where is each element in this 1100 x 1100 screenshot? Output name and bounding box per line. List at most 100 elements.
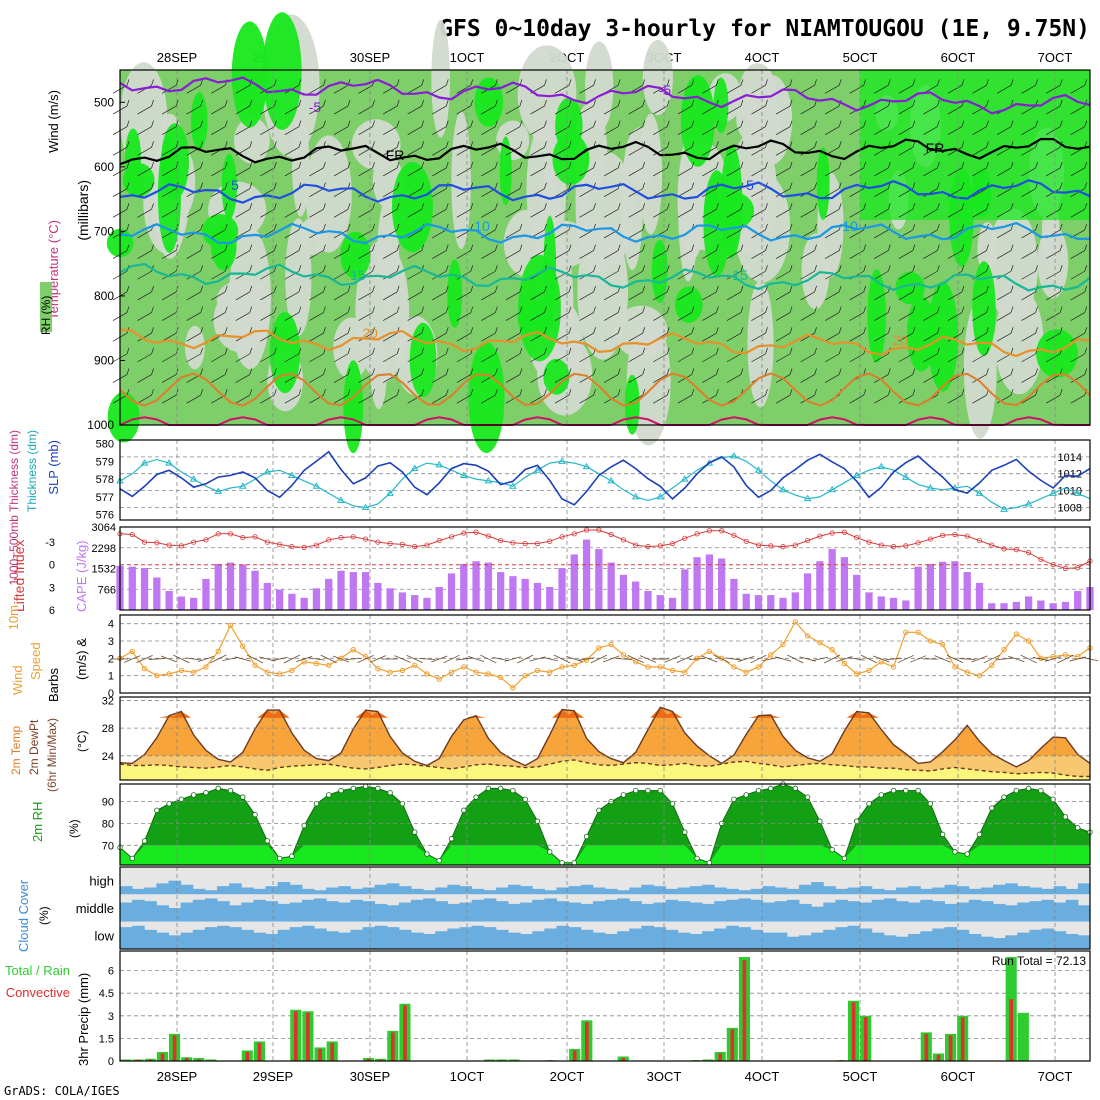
cape-bar — [496, 572, 505, 610]
cloud-cell-middle — [762, 902, 776, 922]
wind-speed-marker — [817, 640, 823, 646]
wind-barb — [445, 389, 449, 396]
wind-barb — [789, 306, 793, 313]
wind-barb — [617, 203, 621, 210]
wind-barb — [456, 250, 471, 259]
wind-barb — [470, 79, 474, 86]
wind-barb — [211, 353, 226, 363]
wind-barb — [765, 203, 768, 210]
wind-barb — [333, 208, 349, 218]
wind-barb — [211, 270, 226, 280]
wind-barb — [726, 250, 742, 259]
wind-barb — [151, 389, 154, 396]
wind-barb — [863, 306, 867, 313]
wind-barb — [789, 244, 793, 251]
date-label-bottom: 4OCT — [745, 1069, 780, 1084]
precip-convective-bar — [196, 1059, 201, 1061]
rh-marker — [190, 792, 197, 798]
cloud-cell-low — [896, 936, 909, 949]
cloud-cell-low — [435, 931, 448, 949]
wind-barb — [983, 654, 1000, 664]
cloud-cell-middle — [605, 899, 618, 922]
wind-speed-marker — [178, 667, 185, 674]
wind-barb — [151, 285, 154, 293]
cloud-cell-middle — [811, 906, 824, 922]
lifted-index-marker — [412, 544, 418, 550]
wind-barb — [554, 250, 570, 259]
cloud-row-label: low — [94, 928, 114, 943]
wind-barb — [418, 658, 435, 660]
wind-barb — [677, 353, 692, 363]
wind-barb — [1021, 374, 1036, 383]
ylabel-10m: 10m — [6, 605, 21, 630]
wind-barb — [666, 285, 670, 293]
wind-barb — [1021, 394, 1036, 404]
wind-barb — [445, 141, 449, 148]
rh-marker — [1075, 825, 1081, 831]
rh-marker — [1013, 787, 1020, 794]
wind-barb — [309, 353, 324, 363]
wind-barb — [937, 141, 940, 148]
wind-barb — [617, 368, 621, 375]
wind-speed-marker — [903, 629, 909, 636]
cloud-cell-low — [786, 936, 800, 949]
rh-marker — [534, 818, 541, 824]
wind-barb — [898, 353, 913, 363]
cape-tick-label: 2298 — [92, 543, 116, 555]
wind-barb — [1045, 270, 1061, 280]
wind-barb — [691, 347, 695, 354]
contour-label: FR — [386, 147, 405, 163]
temp-frame — [119, 696, 1091, 781]
wind-barb — [495, 182, 498, 189]
wind-barb — [863, 368, 867, 375]
wind-barb — [323, 99, 326, 107]
rh-marker — [510, 787, 516, 794]
wind-barb — [407, 105, 422, 115]
precip-convective-bar — [172, 1035, 177, 1061]
wind-barb — [470, 141, 474, 148]
cloud-cell-high — [847, 887, 861, 895]
wind-barb — [186, 229, 201, 239]
rh-marker — [497, 785, 504, 792]
lifted-index-marker — [633, 542, 639, 548]
wind-barb — [849, 167, 864, 177]
wind-barb — [137, 374, 152, 383]
wind-barb — [372, 99, 375, 107]
wind-barb — [937, 120, 940, 127]
cloud-cell-high — [568, 886, 582, 895]
wind-barb — [642, 79, 646, 86]
wind-barb — [421, 389, 425, 396]
cloud-cell-low — [762, 932, 776, 949]
wind-barb — [568, 141, 572, 148]
wind-barb — [347, 120, 351, 127]
wind-barb — [495, 389, 498, 396]
temperature-contour — [119, 328, 1091, 358]
wind-barb — [579, 208, 594, 218]
cloud-cell-middle — [350, 899, 363, 922]
wind-barb — [161, 208, 177, 218]
wind-barb — [923, 353, 938, 363]
wind-barb — [347, 389, 351, 396]
wind-barb — [912, 203, 916, 210]
wind-barb — [200, 327, 204, 334]
wind-barb — [800, 208, 815, 218]
wind-barb — [530, 291, 545, 301]
cloud-cell-low — [289, 927, 303, 949]
cloud-cell-low — [823, 929, 836, 949]
cloud-cell-middle — [180, 902, 194, 922]
rh-marker — [411, 829, 418, 835]
wind-barb — [309, 188, 324, 197]
wind-barb — [396, 120, 400, 127]
wind-barb — [751, 126, 766, 135]
wind-barb — [200, 99, 204, 107]
wind-barb — [519, 161, 523, 169]
wind-barb — [544, 327, 547, 334]
wind-barb — [702, 270, 717, 280]
cloud-cell-middle — [471, 899, 485, 922]
cape-bar — [1061, 601, 1070, 610]
wind-barb — [323, 265, 326, 272]
wind-barb — [1035, 327, 1038, 334]
wind-barb — [358, 312, 373, 321]
ylabel-cloud-unit: (%) — [37, 906, 51, 925]
rh-marker — [964, 851, 970, 857]
